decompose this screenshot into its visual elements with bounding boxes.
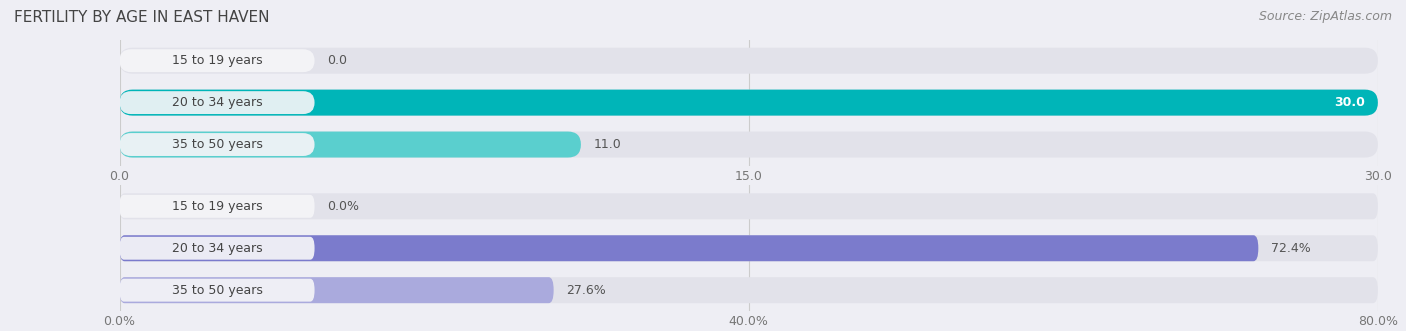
FancyBboxPatch shape — [120, 91, 315, 114]
Text: 35 to 50 years: 35 to 50 years — [172, 284, 263, 297]
FancyBboxPatch shape — [120, 193, 1378, 219]
FancyBboxPatch shape — [120, 90, 1378, 116]
FancyBboxPatch shape — [120, 90, 1378, 116]
FancyBboxPatch shape — [120, 49, 315, 72]
FancyBboxPatch shape — [120, 48, 1378, 74]
FancyBboxPatch shape — [120, 131, 1378, 158]
Text: 30.0: 30.0 — [1334, 96, 1365, 109]
FancyBboxPatch shape — [120, 279, 315, 302]
Text: 20 to 34 years: 20 to 34 years — [172, 242, 263, 255]
FancyBboxPatch shape — [120, 133, 315, 156]
Text: Source: ZipAtlas.com: Source: ZipAtlas.com — [1258, 10, 1392, 23]
Text: 20 to 34 years: 20 to 34 years — [172, 96, 263, 109]
Text: 27.6%: 27.6% — [567, 284, 606, 297]
FancyBboxPatch shape — [120, 237, 315, 260]
FancyBboxPatch shape — [120, 277, 554, 303]
FancyBboxPatch shape — [120, 235, 1258, 261]
Text: FERTILITY BY AGE IN EAST HAVEN: FERTILITY BY AGE IN EAST HAVEN — [14, 10, 270, 25]
FancyBboxPatch shape — [120, 131, 581, 158]
Text: 11.0: 11.0 — [593, 138, 621, 151]
Text: 72.4%: 72.4% — [1271, 242, 1310, 255]
FancyBboxPatch shape — [120, 195, 315, 218]
Text: 15 to 19 years: 15 to 19 years — [172, 54, 263, 67]
Text: 0.0: 0.0 — [328, 54, 347, 67]
Text: 0.0%: 0.0% — [328, 200, 359, 213]
Text: 35 to 50 years: 35 to 50 years — [172, 138, 263, 151]
FancyBboxPatch shape — [120, 277, 1378, 303]
Text: 15 to 19 years: 15 to 19 years — [172, 200, 263, 213]
FancyBboxPatch shape — [120, 235, 1378, 261]
